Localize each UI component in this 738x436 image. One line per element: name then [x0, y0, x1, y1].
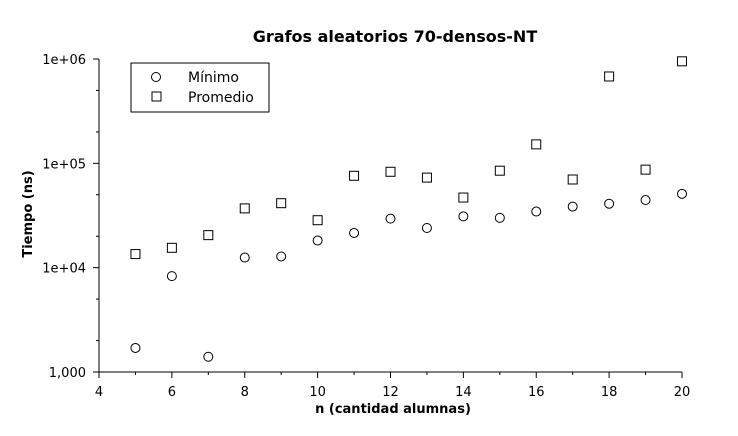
point-minimo	[604, 198, 615, 209]
point-promedio	[567, 174, 578, 185]
x-tick-label: 12	[382, 385, 399, 400]
point-promedio	[458, 192, 469, 203]
x-tick-label: 20	[674, 385, 691, 400]
point-promedio	[203, 230, 214, 241]
x-tick-label: 8	[241, 385, 249, 400]
point-promedio	[494, 165, 505, 176]
point-minimo	[276, 251, 287, 262]
point-minimo	[494, 212, 505, 223]
legend-marker-minimo	[151, 72, 161, 82]
point-minimo	[421, 222, 432, 233]
point-minimo	[677, 188, 687, 199]
y-axis-ticks: 1,000 1e+04 1e+05 1e+06	[42, 53, 99, 381]
point-promedio	[312, 215, 323, 226]
point-minimo	[349, 227, 360, 238]
point-minimo	[385, 213, 396, 224]
y-axis-label: Tiempo (ns)	[21, 170, 36, 257]
legend-label-promedio: Promedio	[188, 90, 254, 106]
point-promedio	[677, 56, 687, 67]
point-promedio	[276, 198, 287, 209]
point-promedio	[166, 242, 177, 253]
point-promedio	[349, 170, 360, 181]
point-minimo	[239, 252, 250, 263]
point-minimo	[640, 195, 651, 206]
point-minimo	[203, 351, 214, 362]
x-tick-label: 10	[309, 385, 326, 400]
point-minimo	[130, 342, 141, 353]
x-tick-label: 14	[455, 385, 472, 400]
point-promedio	[421, 172, 432, 183]
point-promedio	[531, 139, 542, 150]
y-tick-label: 1e+06	[42, 53, 86, 68]
x-axis-ticks: 4 6 8 10 12 14 16 18 20	[95, 372, 690, 400]
point-promedio	[385, 166, 396, 177]
legend: Mínimo Promedio	[130, 62, 270, 113]
legend-label-minimo: Mínimo	[188, 70, 239, 86]
point-minimo	[531, 206, 542, 217]
y-tick-label: 1e+05	[42, 157, 86, 172]
point-promedio	[239, 203, 250, 214]
x-tick-label: 4	[95, 385, 103, 400]
point-promedio	[130, 249, 141, 260]
x-axis-label: n (cantidad alumnas)	[315, 402, 471, 417]
x-tick-label: 18	[601, 385, 618, 400]
x-tick-label: 6	[168, 385, 176, 400]
point-minimo	[312, 235, 323, 246]
y-tick-label: 1e+04	[42, 262, 86, 277]
point-promedio	[604, 71, 615, 82]
x-tick-label: 16	[528, 385, 545, 400]
legend-marker-promedio	[151, 91, 162, 102]
data-points	[130, 56, 687, 362]
point-minimo	[567, 201, 578, 212]
chart-title: Grafos aleatorios 70-densos-NT	[253, 27, 538, 46]
y-tick-label: 1,000	[49, 366, 86, 381]
point-minimo	[166, 271, 177, 282]
point-minimo	[458, 211, 469, 222]
point-promedio	[640, 164, 651, 175]
legend-box	[130, 62, 270, 113]
